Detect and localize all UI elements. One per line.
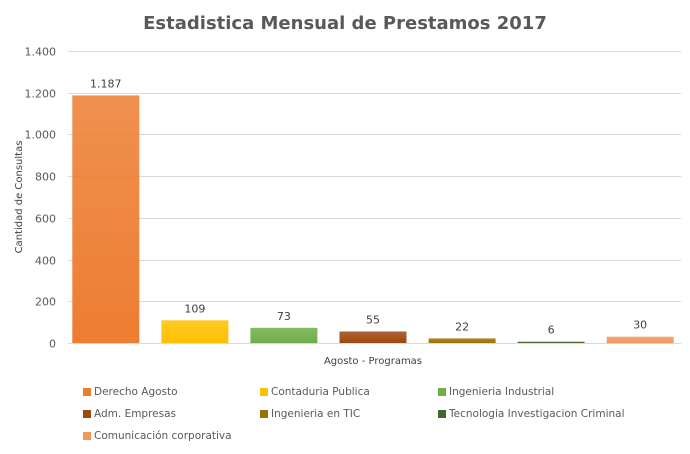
x-axis-label: Agosto - Programas <box>324 356 422 367</box>
legend-swatch <box>83 410 91 418</box>
y-tick-label: 800 <box>35 171 56 184</box>
data-label: 22 <box>455 320 469 333</box>
data-labels: 1.187 109 73 55 22 6 30 <box>90 77 647 336</box>
data-label: 6 <box>548 324 555 337</box>
bar-ingenieria-en-tic <box>428 338 496 343</box>
legend-item: Contaduria Publica <box>260 386 370 398</box>
y-tick-label: 1.000 <box>25 129 57 142</box>
legend-item: Tecnologia Investigacion Criminal <box>438 408 625 420</box>
legend-item: Adm. Empresas <box>83 408 176 420</box>
legend-swatch <box>83 388 91 396</box>
legend-item: Ingenieria Industrial <box>438 386 554 398</box>
y-tick-label: 400 <box>35 255 56 268</box>
legend-swatch <box>438 410 446 418</box>
data-label: 109 <box>184 302 205 315</box>
legend-swatch <box>260 388 268 396</box>
y-axis-label: Cantidad de Consultas <box>14 141 25 254</box>
legend-swatch <box>438 388 446 396</box>
bar-contaduria-publica <box>161 320 229 343</box>
legend-item: Comunicación corporativa <box>83 430 232 442</box>
y-tick-label: 1.400 <box>25 46 57 59</box>
bar-tecnologia-investigacion-criminal <box>517 341 585 343</box>
legend-swatch <box>260 410 268 418</box>
legend-label: Comunicación corporativa <box>94 430 232 442</box>
bars <box>72 95 674 344</box>
data-label: 55 <box>366 314 380 327</box>
legend-label: Adm. Empresas <box>94 408 177 420</box>
y-tick-label: 1.200 <box>25 88 57 101</box>
y-tick-label: 600 <box>35 213 56 226</box>
chart-title: Estadistica Mensual de Prestamos 2017 <box>143 13 547 34</box>
bar-comunicaci-n-corporativa <box>606 336 674 343</box>
y-tick-label: 200 <box>35 296 56 309</box>
y-axis-ticks: 0 200 400 600 800 1.000 1.200 1.400 <box>25 46 57 351</box>
legend-label: Contaduria Publica <box>271 386 370 398</box>
gridlines <box>68 51 681 344</box>
legend-label: Ingenieria en TIC <box>271 408 361 420</box>
data-label: 73 <box>277 310 291 323</box>
data-label: 30 <box>633 319 647 332</box>
y-tick-label: 0 <box>49 338 56 351</box>
legend-item: Ingenieria en TIC <box>260 408 360 420</box>
data-label: 1.187 <box>90 77 122 90</box>
legend-swatch <box>83 432 91 440</box>
legend-label: Derecho Agosto <box>94 386 178 398</box>
bar-adm-empresas <box>339 331 407 343</box>
legend-label: Ingenieria Industrial <box>449 386 555 398</box>
legend-label: Tecnologia Investigacion Criminal <box>449 408 625 420</box>
legend-item: Derecho Agosto <box>83 386 178 398</box>
bar-ingenieria-industrial <box>250 327 318 343</box>
bar-derecho-agosto <box>72 95 140 344</box>
